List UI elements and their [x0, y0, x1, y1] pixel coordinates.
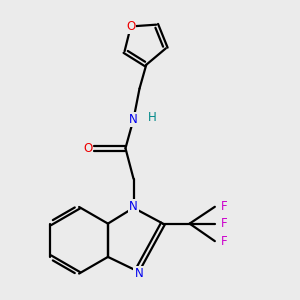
Text: O: O — [126, 20, 135, 33]
Text: N: N — [134, 267, 143, 280]
Text: O: O — [83, 142, 92, 155]
Text: H: H — [147, 111, 156, 124]
Text: F: F — [220, 217, 227, 230]
Text: N: N — [129, 200, 138, 213]
Text: N: N — [129, 113, 138, 126]
Text: F: F — [220, 200, 227, 213]
Text: F: F — [220, 235, 227, 248]
